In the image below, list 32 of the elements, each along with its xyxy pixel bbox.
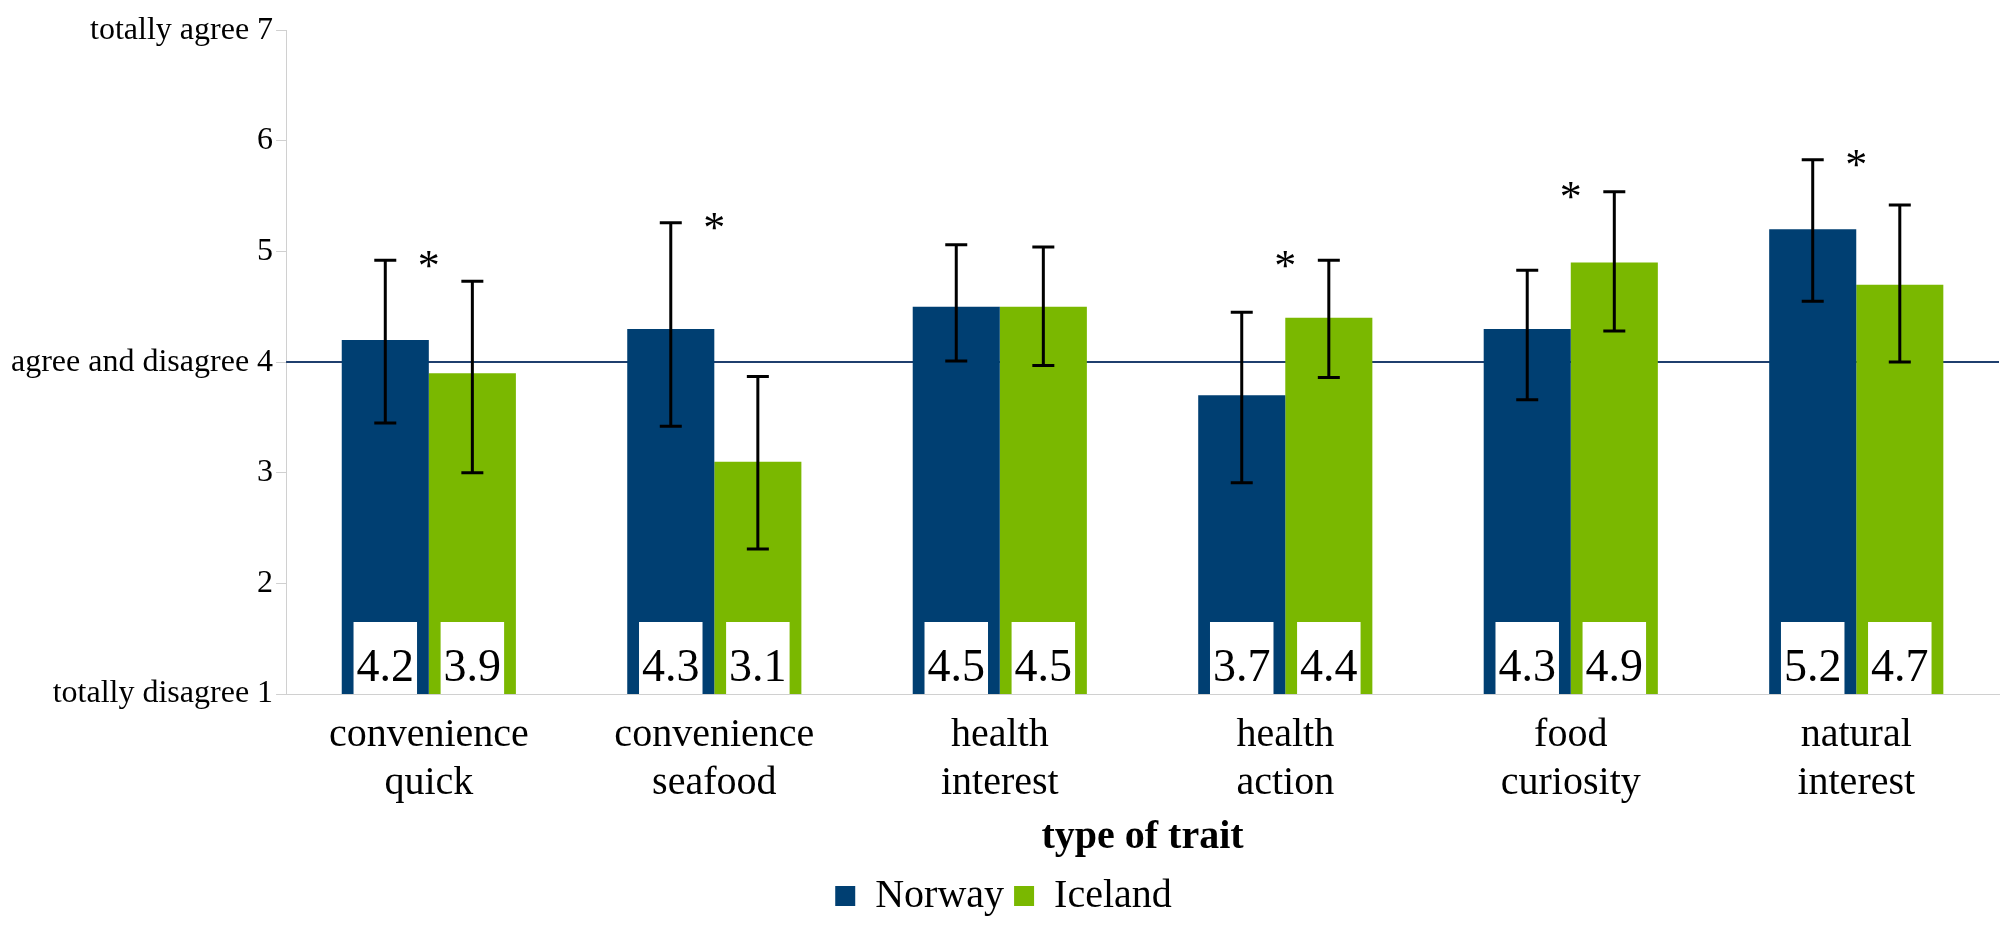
x-tick-label: convenience quick (328, 709, 529, 803)
data-label: 4.3 (1498, 640, 1556, 692)
data-label: 4.5 (1014, 640, 1073, 692)
y-tick-label: totally agree 7 (90, 9, 274, 46)
annotation: * (1274, 240, 1297, 290)
annotation: * (703, 203, 726, 253)
y-tick-label: 2 (257, 562, 274, 599)
legend-label: Iceland (1054, 870, 1172, 916)
data-label: 5.2 (1783, 640, 1842, 692)
x-tick-label: health action (1236, 709, 1335, 803)
data-label: 4.9 (1585, 640, 1644, 692)
y-tick-label: totally disagree 1 (52, 673, 274, 710)
y-tick-label: 6 (257, 120, 274, 157)
x-tick-label: convenience seafood (614, 709, 815, 803)
data-label: 4.4 (1300, 640, 1358, 692)
y-tick-label: agree and disagree 4 (11, 341, 274, 378)
legend-label: Norway (875, 870, 1005, 916)
annotation: * (417, 240, 440, 290)
annotation: * (1559, 172, 1582, 222)
x-tick-label: natural interest (1797, 709, 1916, 803)
annotation: * (1845, 140, 1868, 190)
x-tick-label: food curiosity (1500, 709, 1641, 803)
data-label: 3.1 (729, 640, 787, 692)
data-label: 4.2 (356, 640, 415, 692)
data-label: 4.3 (642, 640, 700, 692)
data-label: 3.9 (443, 640, 502, 692)
y-tick-label: 5 (257, 230, 274, 267)
data-label: 4.7 (1871, 640, 1929, 692)
data-label: 4.5 (927, 640, 986, 692)
y-tick-label: 3 (257, 452, 274, 489)
data-label: 3.7 (1213, 640, 1271, 692)
x-axis-title: type of trait (1041, 812, 1245, 858)
